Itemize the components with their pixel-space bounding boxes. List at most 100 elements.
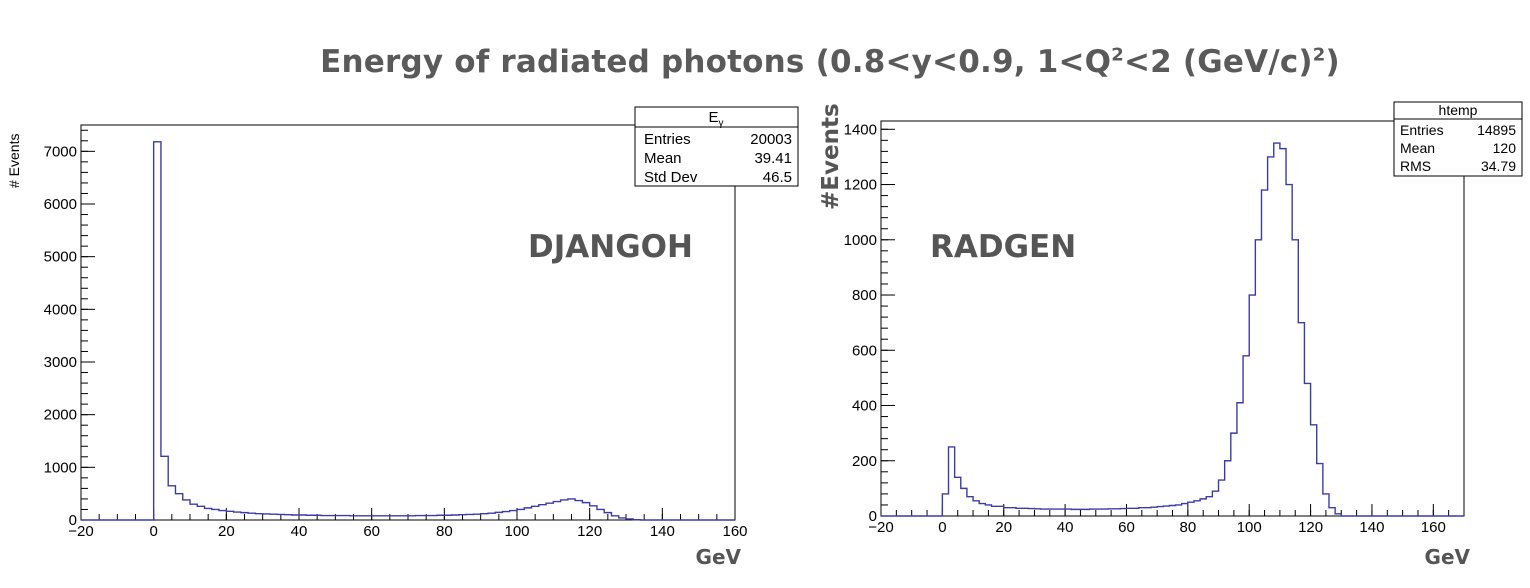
histogram-bin: [241, 513, 248, 520]
histogram-bin: [1249, 295, 1255, 516]
y-tick-label: 7000: [44, 143, 77, 160]
stats-box: Eγ Entries 20003 Mean 39.41 Std Dev 46.5: [634, 106, 799, 187]
histogram-bin: [1182, 504, 1188, 516]
x-tick-label: 60: [1118, 519, 1135, 536]
x-axis-label: GeV: [696, 545, 742, 569]
histogram-bin: [161, 456, 168, 520]
histogram-bin: [532, 506, 539, 520]
histogram-bin: [1084, 509, 1090, 516]
histogram-bin: [481, 514, 488, 520]
histogram-bin: [154, 142, 161, 520]
histogram-bin: [219, 511, 226, 520]
histogram-bin: [524, 508, 531, 520]
x-tick-label: 20: [995, 519, 1012, 536]
x-tick-label: 40: [291, 523, 308, 540]
histogram-bin: [1176, 505, 1182, 516]
histogram-bin: [979, 504, 985, 516]
x-tick-label: 0: [149, 523, 157, 540]
histogram-bin: [292, 515, 299, 520]
stats-rms-value: 34.79: [1481, 158, 1516, 174]
histogram-bin: [561, 500, 568, 520]
histogram-bin: [1151, 507, 1157, 516]
stats-entries-value: 20003: [750, 131, 792, 148]
djangoh-histogram: −20 0 20 40 60 80 100 120 140 1600100020003000400…: [6, 106, 799, 569]
histogram-bin: [1071, 509, 1077, 516]
histogram-bin: [350, 516, 357, 520]
stats-mean-label: Mean: [644, 150, 682, 167]
histogram-bin: [502, 512, 509, 520]
histogram-bin: [998, 506, 1004, 516]
histogram-bin: [604, 513, 611, 520]
y-tick-label: 800: [852, 287, 877, 304]
histogram-bin: [1280, 149, 1286, 516]
y-axis-label: # Events: [6, 134, 22, 188]
histogram-bin: [343, 516, 350, 520]
histogram-outline: [881, 142, 1464, 517]
histogram-bin: [1028, 509, 1034, 516]
histogram-bin: [1298, 323, 1304, 516]
histogram-bin: [1096, 509, 1102, 516]
generator-label: RADGEN: [930, 229, 1076, 265]
stats-rms-label: RMS: [1400, 158, 1431, 174]
stats-entries-value: 14895: [1477, 122, 1516, 138]
histogram-bars: [81, 141, 735, 521]
stats-title: htemp: [1439, 102, 1478, 118]
histogram-bin: [539, 505, 546, 520]
x-tick-label: 140: [1359, 519, 1384, 536]
histogram-bin: [459, 515, 466, 520]
histogram-bin: [961, 488, 967, 516]
histogram-bin: [611, 516, 618, 520]
histogram-bin: [372, 516, 379, 520]
plot-frame: [880, 120, 1465, 517]
histogram-bin: [444, 515, 451, 520]
x-tick-label: 160: [722, 523, 747, 540]
x-tick-label: 20: [218, 523, 235, 540]
histogram-bin: [1065, 509, 1071, 516]
page-title: Energy of radiated photons (0.8<y<0.9, 1…: [320, 44, 1340, 80]
histogram-bin: [1194, 501, 1200, 516]
histogram-bin: [1004, 508, 1010, 516]
histogram-bin: [175, 494, 182, 520]
histogram-bin: [1010, 508, 1016, 516]
histogram-bin: [1047, 509, 1053, 516]
x-tick-label: 100: [504, 523, 529, 540]
stats-box: htemp Entries 14895 Mean 120 RMS 34.79: [1393, 101, 1523, 177]
histogram-bin: [1188, 502, 1194, 516]
histogram-bin: [1126, 508, 1132, 516]
histogram-bin: [299, 515, 306, 520]
histogram-bin: [270, 514, 277, 520]
x-tick-label: 80: [1179, 519, 1196, 536]
x-tick-label: 60: [363, 523, 380, 540]
generator-label: DJANGOH: [528, 229, 693, 265]
stats-entries-label: Entries: [644, 131, 691, 148]
histogram-bin: [517, 509, 524, 520]
y-tick-label: 3000: [44, 354, 77, 371]
histogram-bin: [321, 516, 328, 520]
histogram-bin: [510, 511, 517, 520]
histogram-bin: [1255, 240, 1261, 516]
histogram-bin: [1261, 190, 1267, 516]
histogram-bin: [1206, 497, 1212, 516]
histogram-bin: [942, 494, 948, 516]
x-tick-label: 40: [1057, 519, 1074, 536]
y-tick-label: 1000: [44, 459, 77, 476]
histogram-bin: [1317, 464, 1323, 516]
histogram-bin: [967, 497, 973, 516]
histogram-bin: [423, 516, 430, 520]
stats-stddev-label: Std Dev: [644, 169, 698, 186]
histogram-bin: [619, 518, 626, 520]
histogram-bin: [1133, 508, 1139, 516]
histogram-bin: [452, 515, 459, 520]
x-tick-label: 120: [577, 523, 602, 540]
radgen-histogram: −20 0 20 40 60 80 100 120 140 1600200400600800100…: [818, 101, 1523, 569]
histogram-bars: [881, 142, 1464, 517]
y-tick-label: 4000: [44, 301, 77, 318]
histogram-bin: [263, 514, 270, 520]
histogram-bin: [1237, 403, 1243, 516]
y-tick-label: 400: [852, 398, 877, 415]
histogram-bin: [183, 500, 190, 520]
histogram-bin: [1163, 506, 1169, 516]
histogram-bin: [955, 477, 961, 516]
y-tick-label: 5000: [44, 249, 77, 266]
histogram-bin: [597, 509, 604, 520]
